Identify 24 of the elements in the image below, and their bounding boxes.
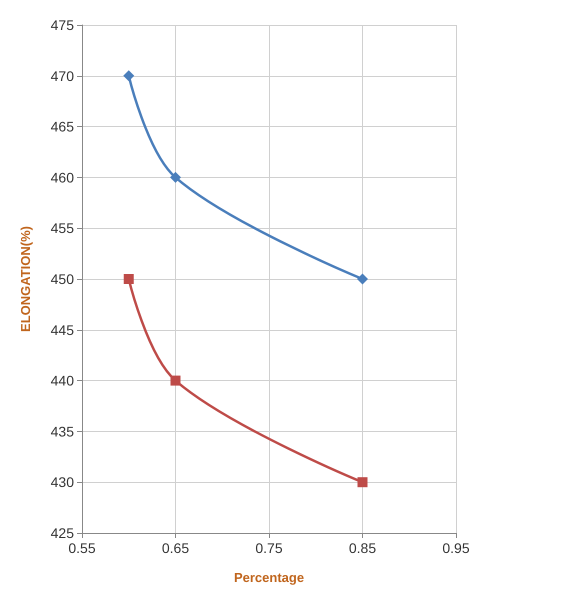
- point: [124, 274, 134, 284]
- x-tick-label: 0.85: [348, 540, 376, 556]
- point: [123, 70, 134, 82]
- x-tick-label: 0.65: [162, 540, 190, 556]
- y-tick-label: 465: [50, 118, 74, 135]
- y-tick-label: 445: [50, 322, 74, 338]
- y-tick-label: 430: [50, 474, 74, 490]
- y-tick-label: 475: [50, 17, 74, 33]
- y-tick-label: 425: [50, 525, 74, 541]
- x-tick-label: 0.75: [255, 540, 283, 556]
- y-tick-label: 450: [50, 271, 74, 287]
- y-tick-label: 435: [50, 423, 74, 440]
- point: [170, 376, 180, 386]
- y-tick-label: 470: [50, 68, 74, 84]
- point: [357, 274, 368, 284]
- y-tick-label: 440: [50, 372, 74, 389]
- x-axis-title: Percentage: [234, 570, 304, 585]
- x-tick-label: 0.55: [68, 540, 96, 556]
- y-tick-label: 460: [50, 169, 74, 186]
- point: [170, 172, 181, 183]
- point: [358, 477, 368, 488]
- y-tick-label: 455: [50, 220, 74, 236]
- x-tick-label: 0.95: [442, 540, 470, 556]
- y-axis-title: ELONGATION(%): [18, 226, 33, 332]
